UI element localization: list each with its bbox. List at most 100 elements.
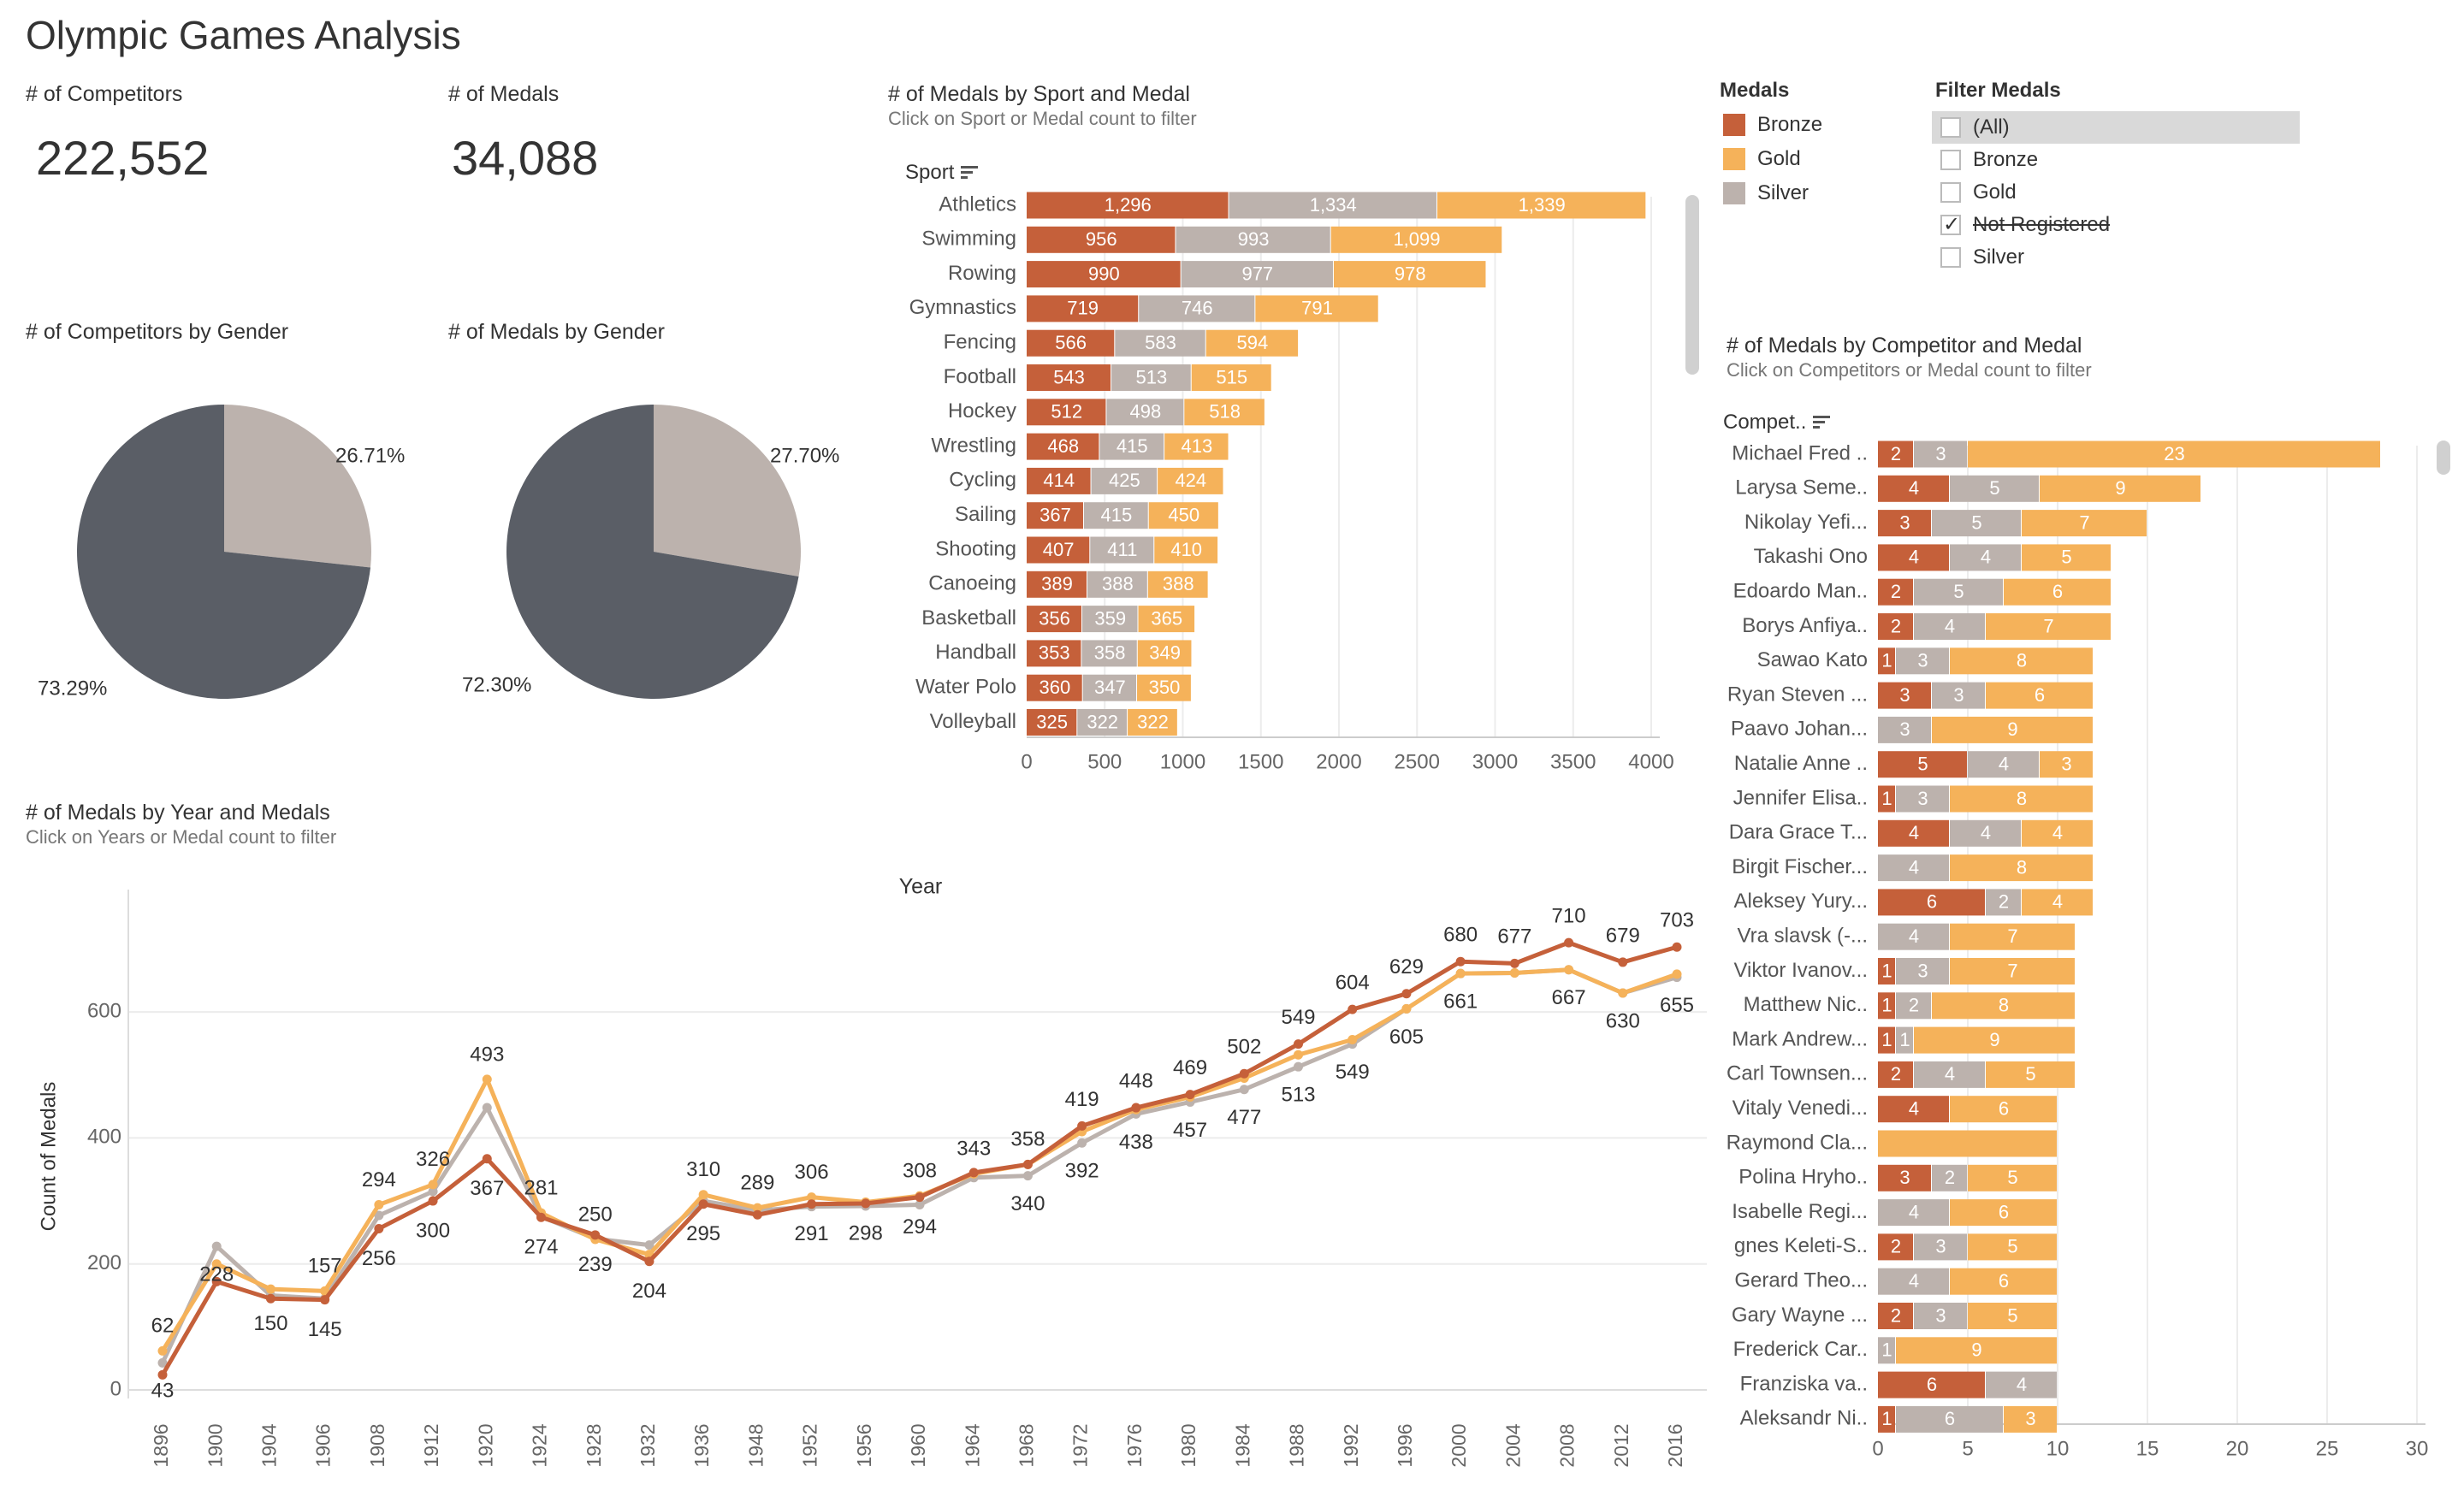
bar-value-label: 353 [1039, 642, 1070, 664]
bar-value-label: 9 [1989, 1029, 1999, 1050]
bar-segment [1255, 295, 1378, 322]
filter-option-not-registered[interactable]: Not Registered [1932, 209, 2300, 241]
y-tick-label: 400 [87, 1126, 121, 1149]
bar-segment [1878, 1233, 1913, 1261]
category-label: Athletics [939, 192, 1016, 216]
category-label: Sawao Kato [1757, 648, 1868, 671]
category-label: Rowing [948, 262, 1016, 285]
bar-value-label: 791 [1301, 298, 1333, 319]
bar-segment [1986, 1371, 2057, 1398]
filter-checkbox[interactable] [1940, 150, 1961, 170]
category-label: Gymnastics [909, 296, 1016, 319]
bar-value-label: 360 [1039, 677, 1070, 698]
data-point [1294, 1050, 1303, 1060]
bar-segment [1914, 1233, 1967, 1261]
bar-segment [1878, 475, 1949, 502]
bar-value-label: 543 [1053, 366, 1085, 387]
competitors-gender-pie[interactable]: 26.71% 73.29% [26, 368, 428, 744]
category-label: Cycling [949, 469, 1016, 492]
data-point [157, 1357, 168, 1368]
bar-value-label: 956 [1086, 228, 1117, 250]
bar-value-label: 7 [2007, 925, 2017, 947]
data-point [1564, 965, 1574, 975]
bar-segment [1205, 329, 1299, 357]
bar-segment [1082, 674, 1137, 701]
category-label: Sailing [955, 503, 1016, 526]
legend-item-bronze[interactable]: Bronze [1723, 108, 1822, 142]
bar-segment [1027, 295, 1139, 322]
bar-value-label: 389 [1041, 573, 1073, 594]
bar-segment [1229, 192, 1436, 219]
filter-option-gold[interactable]: Gold [1932, 176, 2300, 209]
filter-checkbox[interactable] [1940, 212, 1961, 237]
bar-segment [1968, 1233, 2057, 1261]
sport-column-header[interactable]: Sport [905, 161, 979, 185]
bar-segment [1986, 613, 2111, 640]
bar-segment [1878, 958, 1895, 984]
bar-segment [1027, 606, 1081, 633]
filter-checkbox[interactable] [1940, 117, 1961, 138]
category-label: Gary Wayne ... [1732, 1304, 1868, 1327]
competitor-chart-subtitle: Click on Competitors or Medal count to f… [1727, 359, 2092, 381]
bar-segment [1027, 433, 1099, 460]
sort-icon[interactable] [961, 166, 979, 180]
medals-kpi-label: # of Medals [448, 82, 560, 106]
legend-item-silver[interactable]: Silver [1723, 176, 1822, 210]
medals-gender-pie[interactable]: 27.70% 72.30% [448, 368, 876, 744]
bar-segment [1950, 923, 2075, 950]
bar-value-label: 8 [2017, 856, 2027, 878]
x-tick-label: 1000 [1160, 750, 1205, 773]
filter-option-label: Silver [1973, 245, 2025, 269]
data-point [1618, 988, 1628, 998]
bar-segment [1932, 682, 1985, 709]
bar-value-label: 407 [1043, 539, 1075, 560]
bar-value-label: 6 [1927, 1374, 1937, 1395]
x-tick-label: 1936 [690, 1423, 713, 1467]
point-label: 150 [253, 1312, 287, 1335]
point-label: 667 [1552, 986, 1586, 1009]
bar-value-label: 5 [2007, 1236, 2017, 1257]
bar-value-label: 4 [1909, 547, 1919, 568]
bar-segment [1147, 571, 1208, 598]
filter-option-silver[interactable]: Silver [1932, 241, 2300, 274]
data-point [428, 1180, 438, 1190]
point-label: 145 [308, 1318, 342, 1341]
point-label: 295 [686, 1222, 720, 1245]
x-tick-label: 1964 [961, 1423, 983, 1467]
filter-checkbox[interactable] [1940, 247, 1961, 268]
legend-swatch [1723, 182, 1745, 204]
category-label: Gerard Theo... [1734, 1269, 1868, 1292]
point-label: 438 [1119, 1131, 1153, 1154]
year-line-chart[interactable]: Year Count of Medals 0 200 400 600 1896 1900 190… [26, 855, 1711, 1490]
bar-segment [1878, 854, 1949, 882]
x-tick-label: 1988 [1286, 1423, 1308, 1467]
competitor-chart-scrollbar[interactable] [2437, 440, 2450, 475]
data-point [211, 1241, 222, 1251]
filter-checkbox[interactable] [1940, 182, 1961, 203]
bar-segment [1128, 709, 1177, 736]
bar-segment [1027, 226, 1176, 253]
pie-slice [76, 405, 371, 699]
point-label: 677 [1497, 925, 1531, 949]
point-label: 604 [1336, 972, 1370, 995]
competitor-column-header[interactable]: Compet.. [1723, 411, 1831, 435]
x-tick-label: 1908 [366, 1423, 388, 1467]
sport-chart-scrollbar[interactable] [1685, 195, 1699, 375]
category-label: gnes Keleti-S.. [1734, 1234, 1868, 1257]
x-tick-label: 500 [1087, 750, 1122, 773]
x-tick-label: 3500 [1550, 750, 1596, 773]
bar-segment [2040, 751, 2093, 778]
data-point [1455, 956, 1466, 967]
bar-segment [1878, 923, 1949, 950]
data-point [1022, 1171, 1033, 1181]
bar-segment [1896, 1405, 2003, 1433]
legend-item-gold[interactable]: Gold [1723, 142, 1822, 176]
x-tick-label: 1912 [420, 1423, 442, 1467]
point-label: 274 [524, 1236, 558, 1259]
sport-bar-chart[interactable]: 0 500 1000 1500 2000 2500 3000 3500 4000 Athletic… [881, 180, 1703, 778]
filter-option-bronze[interactable]: Bronze [1932, 144, 2300, 176]
filter-option-all[interactable]: (All) [1932, 111, 2300, 144]
x-tick-label: 3000 [1472, 750, 1518, 773]
sort-icon[interactable] [1813, 416, 1831, 429]
